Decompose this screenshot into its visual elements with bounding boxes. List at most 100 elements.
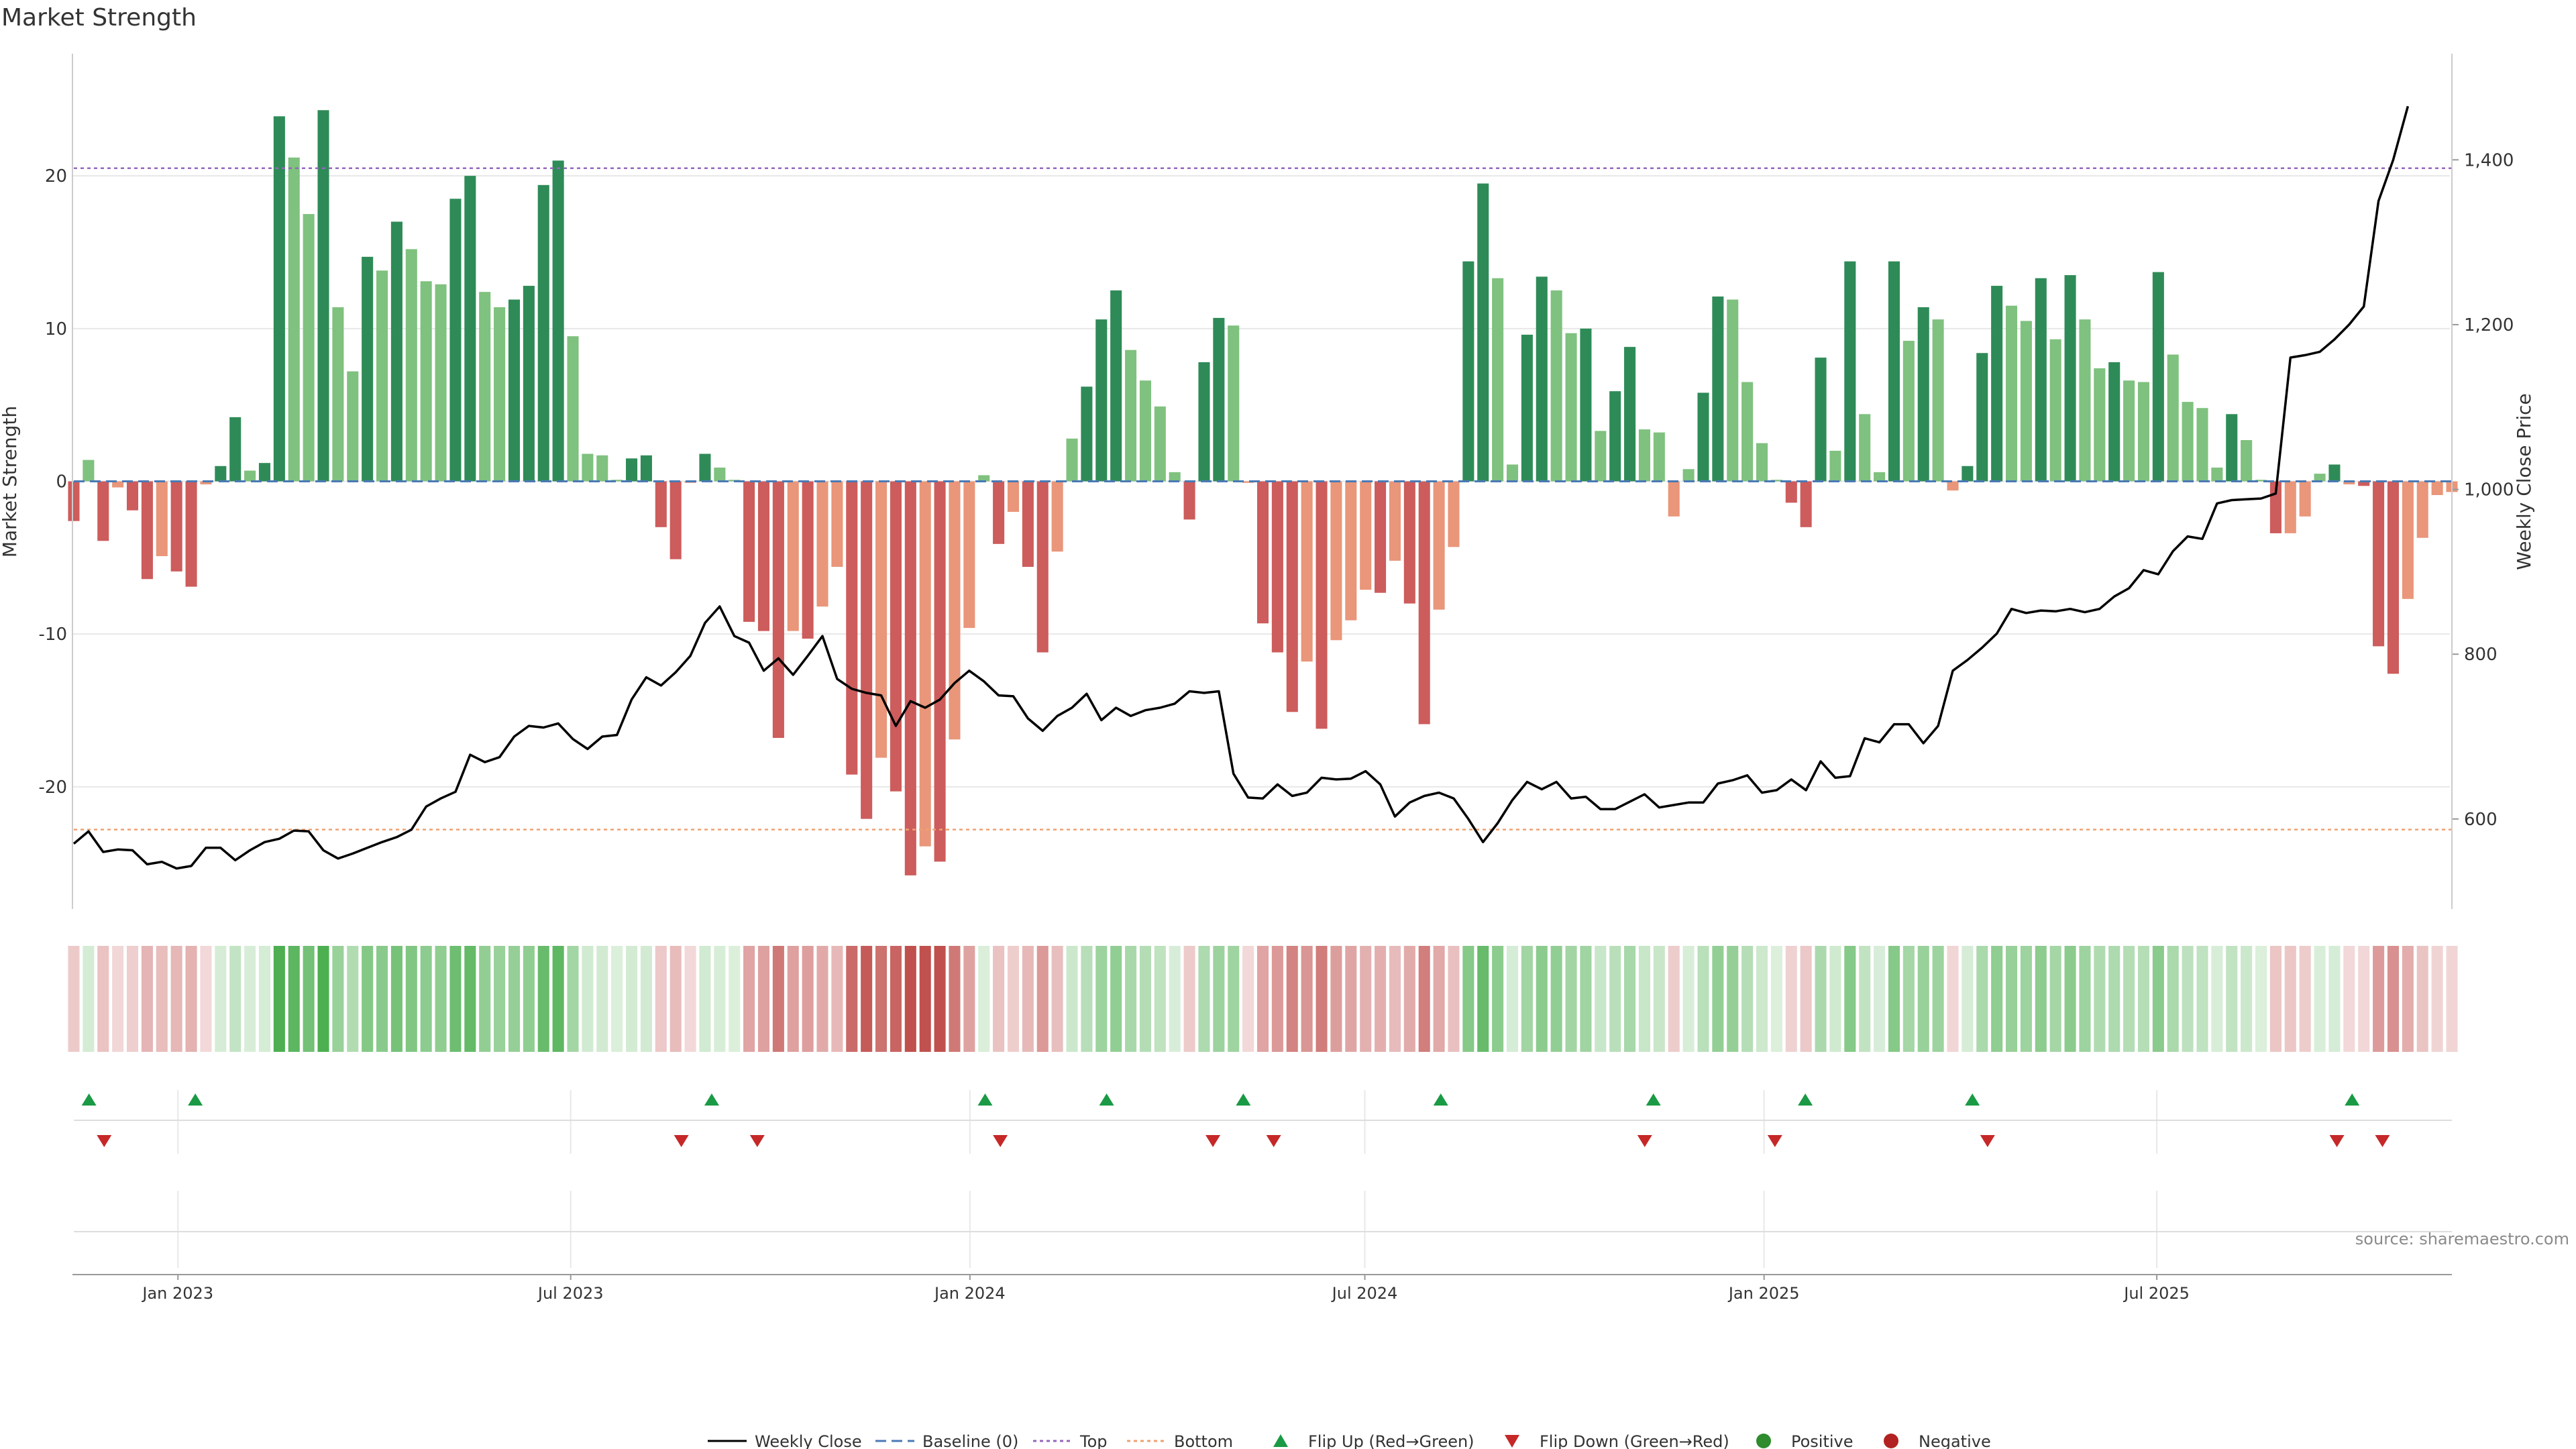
heat-cell bbox=[1536, 946, 1548, 1052]
flip-up-marker bbox=[1236, 1093, 1251, 1106]
x-tick-label: Jul 2025 bbox=[2123, 1284, 2190, 1303]
legend-label: Baseline (0) bbox=[922, 1432, 1018, 1449]
y-left-tick-label: 20 bbox=[45, 166, 67, 186]
heat-cell bbox=[494, 946, 506, 1052]
weekly-close-series bbox=[72, 105, 2410, 870]
strength-bar bbox=[362, 256, 374, 482]
y-left-tick-label: 0 bbox=[56, 472, 67, 492]
x-tick-label: Jul 2023 bbox=[537, 1284, 604, 1303]
strength-bar bbox=[1051, 481, 1063, 552]
flip-down-marker bbox=[1637, 1135, 1652, 1147]
strength-bar bbox=[1536, 276, 1548, 482]
heat-cell bbox=[1462, 946, 1474, 1052]
strength-bar bbox=[2079, 319, 2091, 482]
heat-cell bbox=[1213, 946, 1225, 1052]
strength-bar bbox=[714, 468, 726, 482]
strength-bar bbox=[479, 292, 491, 482]
heat-cell bbox=[1330, 946, 1342, 1052]
x-tick-label: Jan 2023 bbox=[141, 1284, 213, 1303]
strength-bar bbox=[2094, 368, 2106, 482]
strength-bar bbox=[2152, 272, 2164, 482]
strength-bar bbox=[890, 481, 902, 792]
heat-cell bbox=[1345, 946, 1357, 1052]
flip-down-marker bbox=[2375, 1135, 2390, 1147]
heat-cell bbox=[405, 946, 417, 1052]
strength-bar bbox=[1448, 481, 1460, 547]
heat-cell bbox=[1595, 946, 1607, 1052]
heat-cell bbox=[1154, 946, 1166, 1052]
heat-cell bbox=[757, 946, 770, 1052]
heat-cell bbox=[1081, 946, 1093, 1052]
strength-bar bbox=[2402, 481, 2414, 599]
strength-bar bbox=[2387, 481, 2400, 674]
strength-bar bbox=[1330, 481, 1342, 641]
strength-bar bbox=[978, 475, 990, 482]
heat-cell bbox=[347, 946, 359, 1052]
heat-cell bbox=[1286, 946, 1298, 1052]
heat-cell bbox=[2152, 946, 2164, 1052]
strength-bar bbox=[2211, 468, 2223, 482]
heat-cell bbox=[1976, 946, 1988, 1052]
strength-bar bbox=[494, 307, 506, 482]
strength-bar bbox=[1433, 481, 1445, 610]
strength-bar bbox=[1991, 286, 2003, 482]
heat-cell bbox=[317, 946, 329, 1052]
heat-cell bbox=[1947, 946, 1959, 1052]
strength-bar bbox=[2431, 481, 2443, 495]
strength-bar bbox=[185, 481, 197, 587]
strength-bar bbox=[640, 455, 652, 482]
heat-cell bbox=[743, 946, 755, 1052]
heat-cell bbox=[596, 946, 608, 1052]
heat-cell bbox=[2431, 946, 2443, 1052]
reference-lines bbox=[74, 167, 2452, 830]
strength-bar bbox=[303, 214, 315, 482]
heat-cell bbox=[978, 946, 990, 1052]
flip-up-marker bbox=[188, 1093, 203, 1106]
heat-cell bbox=[1125, 946, 1137, 1052]
heat-cell bbox=[1256, 946, 1269, 1052]
heat-cell bbox=[1829, 946, 1841, 1052]
strength-bar bbox=[273, 116, 285, 482]
heat-cell bbox=[215, 946, 227, 1052]
strength-bar bbox=[596, 455, 608, 482]
heat-cell bbox=[156, 946, 168, 1052]
heat-cell bbox=[949, 946, 961, 1052]
heat-cell bbox=[1036, 946, 1049, 1052]
flip-down-marker bbox=[1980, 1135, 1995, 1147]
heat-cell bbox=[1418, 946, 1430, 1052]
strength-bar bbox=[2064, 275, 2076, 482]
strength-bar bbox=[1506, 464, 1519, 482]
strength-bar bbox=[1286, 481, 1298, 712]
heat-cell bbox=[362, 946, 374, 1052]
strength-bar bbox=[1081, 386, 1093, 482]
heat-cell bbox=[1271, 946, 1283, 1052]
heat-cell bbox=[1917, 946, 1929, 1052]
heat-cell bbox=[376, 946, 388, 1052]
strength-bar bbox=[875, 481, 888, 758]
heat-cell bbox=[1550, 946, 1562, 1052]
strength-bar bbox=[802, 481, 814, 639]
heat-cell bbox=[626, 946, 638, 1052]
strength-bar bbox=[1418, 481, 1430, 724]
heat-cell bbox=[2373, 946, 2385, 1052]
y-axis-left-label: Market Strength bbox=[0, 406, 21, 557]
flip-markers-panel bbox=[74, 1093, 2452, 1147]
strength-bar bbox=[1066, 438, 1078, 482]
strength-bar bbox=[347, 371, 359, 482]
heat-cell bbox=[185, 946, 197, 1052]
heat-cell bbox=[1653, 946, 1665, 1052]
strength-bar bbox=[743, 481, 755, 622]
strength-bar bbox=[2167, 354, 2179, 482]
heat-cell bbox=[1139, 946, 1151, 1052]
strength-bar bbox=[2343, 481, 2355, 485]
strength-bar bbox=[1697, 392, 1709, 482]
heat-cell bbox=[1433, 946, 1445, 1052]
heat-cell bbox=[729, 946, 741, 1052]
strength-bar bbox=[1271, 481, 1283, 653]
strength-bar bbox=[464, 176, 476, 482]
heat-cell bbox=[1874, 946, 1886, 1052]
flip-down-marker bbox=[1767, 1135, 1782, 1147]
flip-up-marker bbox=[1965, 1093, 1980, 1106]
strength-bar bbox=[1815, 358, 1827, 482]
strength-bar bbox=[1154, 406, 1166, 482]
